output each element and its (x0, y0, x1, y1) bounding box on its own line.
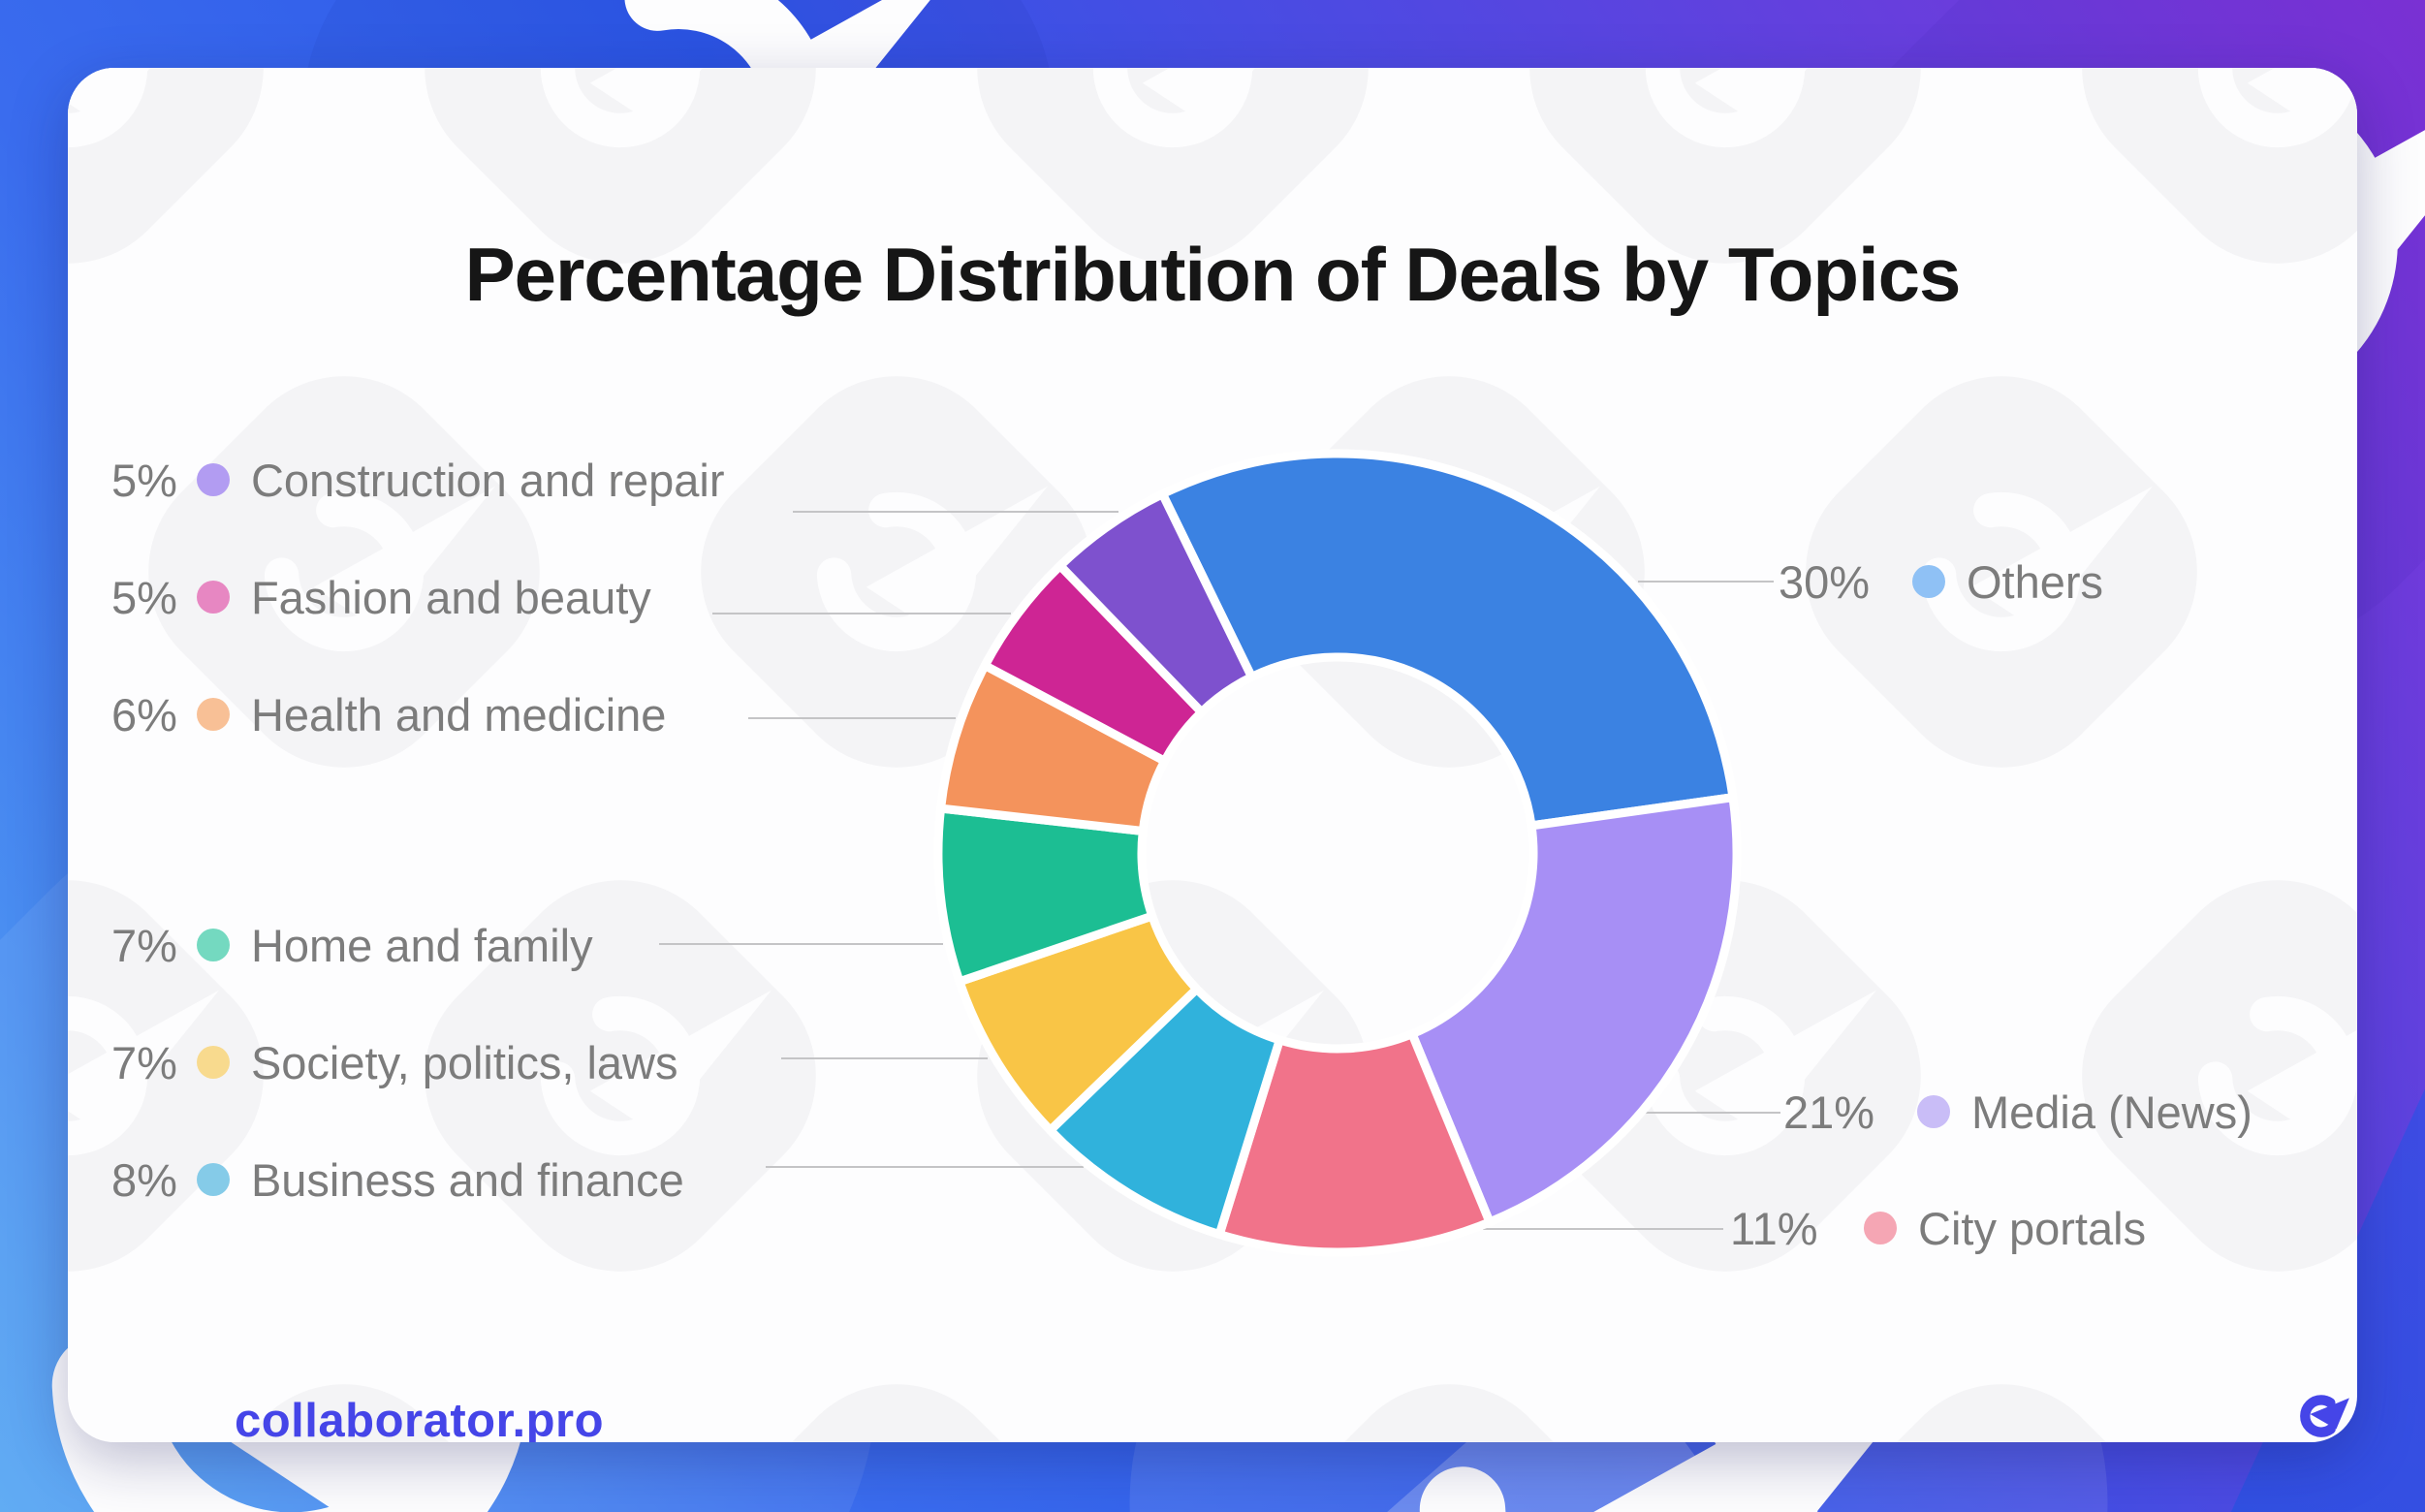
collaborator-watermark-icon (1759, 1338, 2244, 1442)
legend-label: Others (1967, 555, 2104, 608)
legend-item-health: 6% Health and medicine (111, 685, 666, 743)
legend-dot (1912, 565, 1945, 598)
legend-item-others: 30% Others (1779, 552, 2103, 611)
legend-item-fashion: 5% Fashion and beauty (111, 568, 651, 626)
legend-label: Media (News) (1971, 1086, 2252, 1138)
connector-media (1645, 1112, 1780, 1114)
legend-dot (196, 463, 230, 496)
brand-link[interactable]: collaborator.pro (235, 1395, 605, 1442)
legend-item-media: 21% Media (News) (1783, 1083, 2252, 1141)
donut-slice-construction-and-repair (1055, 489, 1256, 717)
legend-label: Business and finance (250, 1153, 684, 1206)
collaborator-watermark-icon (654, 1338, 1139, 1442)
legend-dot (196, 1046, 230, 1079)
legend-label: Construction and repair (250, 454, 725, 506)
legend-item-construction: 5% Construction and repair (111, 451, 724, 509)
legend-percent: 6% (111, 688, 177, 740)
legend-percent: 5% (111, 571, 177, 623)
legend-percent: 21% (1783, 1086, 1875, 1138)
connector-health (748, 717, 956, 719)
legend-percent: 30% (1779, 555, 1871, 608)
connector-society (781, 1057, 988, 1059)
legend-dot (196, 698, 230, 731)
legend-dot (196, 581, 230, 614)
legend-percent: 7% (111, 1036, 177, 1088)
page-title: Percentage Distribution of Deals by Topi… (464, 232, 1962, 317)
legend-item-business: 8% Business and finance (111, 1150, 684, 1209)
donut-chart (933, 449, 1742, 1257)
legend-dot (1864, 1212, 1897, 1244)
legend-label: Health and medicine (250, 688, 667, 740)
connector-business (766, 1166, 1084, 1168)
donut-slice-city-portals (1214, 1029, 1495, 1257)
connector-others (1638, 581, 1774, 583)
connector-city-portals (1483, 1228, 1723, 1230)
collaborator-watermark-icon (2312, 330, 2357, 814)
legend-label: Society, politics, laws (250, 1036, 678, 1088)
donut-slice-media-news (1407, 793, 1742, 1227)
legend-percent: 7% (111, 919, 177, 971)
legend-percent: 11% (1730, 1202, 1818, 1254)
legend-dot (1917, 1095, 1950, 1128)
legend-item-city-portals: 11% City portals (1730, 1199, 2146, 1257)
legend-dot (196, 929, 230, 961)
connector-home (659, 943, 943, 945)
legend-dot (196, 1163, 230, 1196)
connector-fashion (712, 613, 1011, 614)
legend-percent: 8% (111, 1153, 177, 1206)
legend-item-society: 7% Society, politics, laws (111, 1033, 678, 1091)
legend-item-home: 7% Home and family (111, 916, 593, 974)
legend-label: Fashion and beauty (250, 571, 651, 623)
collaborator-watermark-icon (1207, 1338, 1691, 1442)
legend-percent: 5% (111, 454, 177, 506)
legend-label: City portals (1918, 1202, 2147, 1254)
collaborator-logo-icon (2300, 1395, 2349, 1437)
infographic-card: Percentage Distribution of Deals by Topi… (68, 68, 2357, 1442)
legend-label: Home and family (250, 919, 593, 971)
donut-slice-others (1157, 449, 1738, 831)
connector-construction (793, 511, 1118, 513)
